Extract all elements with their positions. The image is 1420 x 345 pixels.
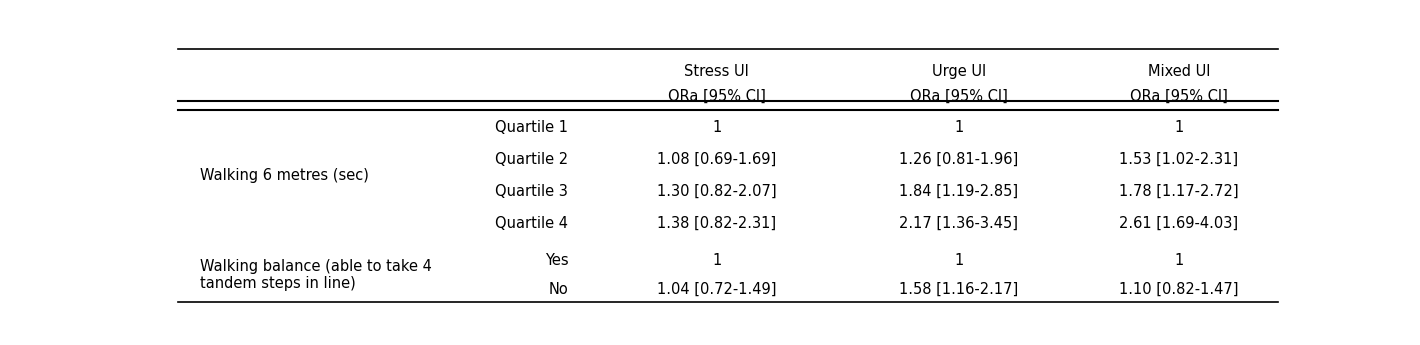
Text: 1: 1	[1174, 253, 1184, 268]
Text: ORa [95% CI]: ORa [95% CI]	[910, 88, 1008, 104]
Text: 1.58 [1.16-2.17]: 1.58 [1.16-2.17]	[899, 282, 1018, 297]
Text: 1.84 [1.19-2.85]: 1.84 [1.19-2.85]	[899, 184, 1018, 199]
Text: Quartile 2: Quartile 2	[496, 152, 568, 167]
Text: ORa [95% CI]: ORa [95% CI]	[1130, 88, 1228, 104]
Text: No: No	[548, 282, 568, 297]
Text: 2.17 [1.36-3.45]: 2.17 [1.36-3.45]	[899, 216, 1018, 231]
Text: 1: 1	[711, 253, 721, 268]
Text: Quartile 1: Quartile 1	[496, 120, 568, 135]
Text: Yes: Yes	[544, 253, 568, 268]
Text: 2.61 [1.69-4.03]: 2.61 [1.69-4.03]	[1119, 216, 1238, 231]
Text: 1.38 [0.82-2.31]: 1.38 [0.82-2.31]	[657, 216, 777, 231]
Text: Stress UI: Stress UI	[684, 65, 750, 79]
Text: 1.26 [0.81-1.96]: 1.26 [0.81-1.96]	[899, 152, 1018, 167]
Text: 1: 1	[711, 120, 721, 135]
Text: 1.53 [1.02-2.31]: 1.53 [1.02-2.31]	[1119, 152, 1238, 167]
Text: Urge UI: Urge UI	[932, 65, 985, 79]
Text: 1.78 [1.17-2.72]: 1.78 [1.17-2.72]	[1119, 184, 1238, 199]
Text: 1.04 [0.72-1.49]: 1.04 [0.72-1.49]	[657, 282, 777, 297]
Text: Walking 6 metres (sec): Walking 6 metres (sec)	[199, 168, 368, 183]
Text: ORa [95% CI]: ORa [95% CI]	[667, 88, 765, 104]
Text: Quartile 4: Quartile 4	[496, 216, 568, 231]
Text: 1.08 [0.69-1.69]: 1.08 [0.69-1.69]	[657, 152, 777, 167]
Text: Mixed UI: Mixed UI	[1147, 65, 1210, 79]
Text: 1.30 [0.82-2.07]: 1.30 [0.82-2.07]	[657, 184, 777, 199]
Text: 1: 1	[954, 253, 964, 268]
Text: 1: 1	[1174, 120, 1184, 135]
Text: 1: 1	[954, 120, 964, 135]
Text: 1.10 [0.82-1.47]: 1.10 [0.82-1.47]	[1119, 282, 1238, 297]
Text: Walking balance (able to take 4
tandem steps in line): Walking balance (able to take 4 tandem s…	[199, 259, 432, 292]
Text: Quartile 3: Quartile 3	[496, 184, 568, 199]
